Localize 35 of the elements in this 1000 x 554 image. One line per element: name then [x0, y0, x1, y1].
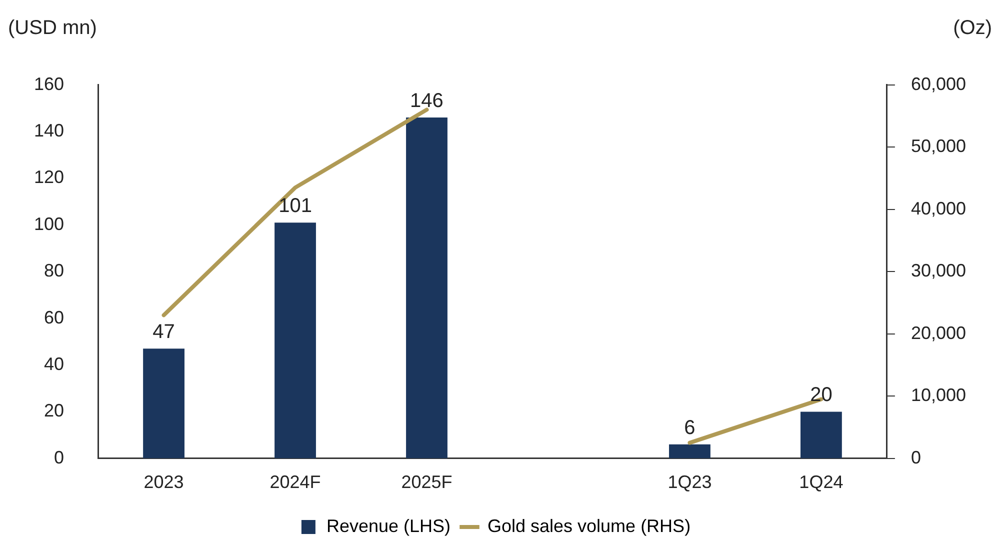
y-tick-label: 120: [34, 167, 64, 188]
x-tick-label: 2023: [144, 472, 184, 492]
bar: [274, 222, 316, 458]
y2-tick-label: 20,000: [910, 322, 966, 343]
y2-tick-label: 40,000: [910, 198, 966, 218]
bar: [143, 348, 184, 458]
data-label: 101: [278, 195, 312, 218]
legend-label: Revenue (LHS): [326, 516, 450, 536]
x-tick-label: 1Q24: [799, 472, 844, 492]
y2-tick-label: 60,000: [910, 74, 966, 94]
y2-tick-label: 10,000: [910, 385, 966, 406]
bar: [406, 117, 448, 458]
y-tick-label: 60: [44, 307, 64, 328]
data-label: 146: [410, 90, 444, 112]
x-tick-label: 1Q23: [668, 472, 712, 492]
legend-label: Gold sales volume (RHS): [488, 516, 691, 536]
y2-tick-label: 0: [910, 447, 921, 468]
y2-tick-label: 50,000: [910, 136, 966, 156]
data-label: 20: [810, 384, 832, 406]
y2-axis-title: (Oz): [953, 16, 992, 40]
y-tick-label: 80: [44, 260, 64, 281]
x-tick-label: 2024F: [270, 472, 321, 492]
y-tick-label: 40: [44, 354, 64, 374]
data-label: 6: [684, 416, 696, 439]
bar: [800, 412, 842, 458]
y-tick-label: 160: [34, 74, 64, 94]
y-tick-label: 100: [34, 214, 64, 234]
y-tick-label: 0: [54, 447, 64, 468]
y-tick-label: 140: [34, 120, 64, 140]
y-tick-label: 20: [44, 400, 64, 421]
y2-tick-label: 30,000: [910, 260, 966, 281]
bar: [669, 444, 710, 458]
x-tick-label: 2025F: [401, 472, 452, 492]
data-label: 47: [152, 321, 175, 344]
y-axis-title: (USD mn): [8, 16, 97, 40]
